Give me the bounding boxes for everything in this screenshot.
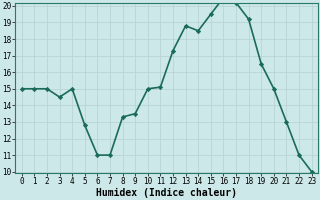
X-axis label: Humidex (Indice chaleur): Humidex (Indice chaleur) (96, 188, 237, 198)
